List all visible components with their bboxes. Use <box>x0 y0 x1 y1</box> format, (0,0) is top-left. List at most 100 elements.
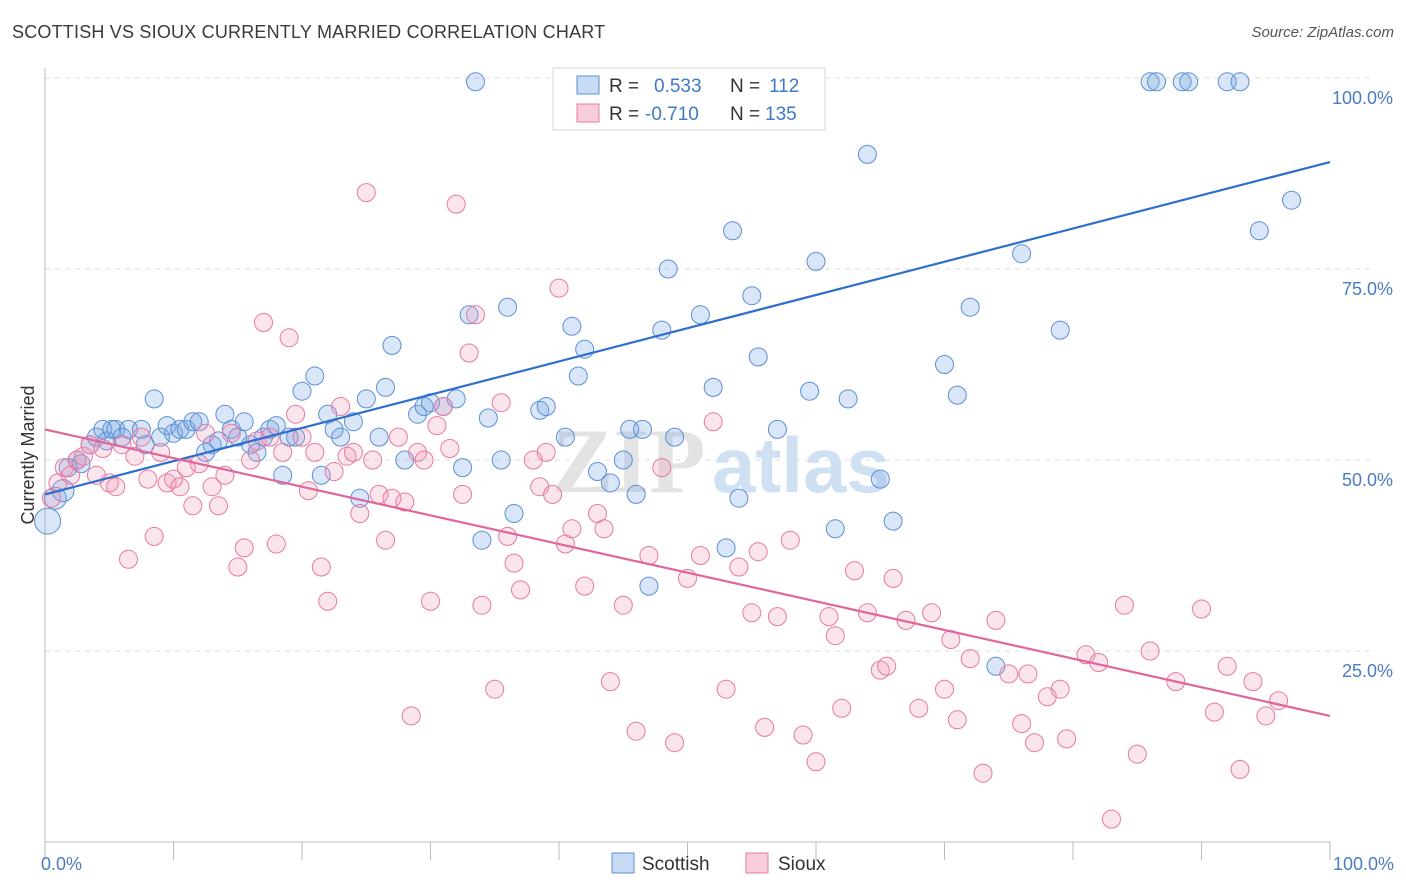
scottish-point <box>305 366 325 386</box>
sioux-point <box>266 534 286 554</box>
y-tick-label-100: 100.0% <box>1332 88 1393 108</box>
legend-bottom-swatch-scottish <box>611 852 635 874</box>
legend-n-label-1: N = <box>730 76 760 97</box>
scottish-point <box>568 366 588 386</box>
sioux-point <box>331 397 351 416</box>
sioux-point <box>845 561 864 581</box>
sioux-point <box>767 607 787 627</box>
sioux-point <box>748 542 768 562</box>
sioux-point <box>626 721 646 741</box>
sioux-point <box>221 423 241 443</box>
sioux-point <box>395 492 415 512</box>
scottish-point <box>960 297 980 317</box>
scottish-point <box>356 389 376 409</box>
sioux-point <box>350 504 370 523</box>
sioux-point <box>292 427 312 447</box>
sioux-point <box>742 603 762 623</box>
scottish-point <box>157 416 177 436</box>
scottish-point <box>382 335 402 355</box>
scottish-point <box>935 355 954 374</box>
sioux-point <box>999 664 1019 684</box>
scottish-point <box>626 484 646 504</box>
sioux-point <box>600 672 620 692</box>
x-tick-label-0: 0.0% <box>41 854 82 874</box>
legend-bottom: Scottish Sioux <box>611 852 826 875</box>
sioux-point <box>318 591 338 611</box>
sioux-point <box>356 183 376 203</box>
sioux-point <box>433 397 453 416</box>
sioux-point <box>343 442 363 462</box>
scottish-point <box>459 305 479 325</box>
sioux-point <box>279 328 299 348</box>
sioux-point <box>273 442 293 462</box>
scottish-point <box>748 347 768 367</box>
source-label: Source: ZipAtlas.com <box>1251 24 1394 41</box>
sioux-point <box>543 484 563 504</box>
scottish-point <box>658 259 678 279</box>
scottish-point <box>633 419 652 439</box>
scottish-point <box>1230 72 1250 92</box>
sioux-point <box>536 442 556 462</box>
scottish-point <box>536 397 556 416</box>
sioux-point <box>665 733 685 753</box>
sioux-point <box>183 496 203 516</box>
sioux-point <box>986 610 1006 630</box>
y-axis-label: Currently Married <box>18 385 38 524</box>
scottish-point <box>183 412 203 432</box>
sioux-point <box>613 595 633 615</box>
scottish-point <box>1172 72 1192 92</box>
sioux-point <box>196 423 216 443</box>
scottish-point <box>729 488 749 508</box>
sioux-point <box>511 580 530 600</box>
scottish-point <box>131 419 151 439</box>
watermark-zip: ZIP <box>552 410 705 512</box>
sioux-point <box>973 763 993 783</box>
legend-r-label-1: R = <box>609 76 639 97</box>
legend-n-value-2: 135 <box>765 104 797 125</box>
scottish-point <box>1050 320 1070 340</box>
sioux-point <box>806 752 826 772</box>
sioux-point <box>1243 672 1263 692</box>
scottish-point <box>1179 72 1199 92</box>
scottish-trend-line <box>44 160 1331 496</box>
sioux-point <box>414 450 434 470</box>
sioux-point <box>241 450 261 470</box>
scottish-point <box>234 412 254 432</box>
sioux-point <box>138 469 158 489</box>
scottish-point <box>742 286 762 306</box>
sioux-point <box>549 278 569 298</box>
legend-bottom-swatch-sioux <box>745 852 769 874</box>
scottish-point <box>34 507 62 535</box>
sioux-point <box>491 393 511 413</box>
scottish-point <box>260 419 280 439</box>
scottish-point <box>562 316 582 336</box>
sioux-point <box>935 679 954 699</box>
sioux-point <box>729 557 749 577</box>
sioux-point <box>1025 733 1044 753</box>
scottish-point <box>286 427 306 447</box>
legend-bottom-label-sioux: Sioux <box>778 854 826 875</box>
sioux-point <box>1102 809 1121 829</box>
sioux-point <box>305 442 325 462</box>
legend-swatch-sioux <box>576 103 600 123</box>
scottish-point <box>1140 72 1160 92</box>
sioux-point <box>202 477 222 497</box>
scottish-point <box>414 397 434 416</box>
legend-bottom-label-scottish: Scottish <box>642 854 710 875</box>
sioux-point <box>459 343 479 363</box>
sioux-point <box>703 412 723 432</box>
sioux-point <box>883 568 903 588</box>
sioux-point <box>832 698 852 718</box>
scottish-point <box>343 412 363 432</box>
sioux-point <box>119 549 138 569</box>
sioux-point <box>67 450 87 470</box>
sioux-point <box>337 446 357 466</box>
scottish-point <box>369 427 389 447</box>
scottish-point <box>947 385 967 405</box>
scottish-point <box>1249 221 1269 241</box>
watermark-atlas: atlas <box>712 421 890 509</box>
grid-lines <box>45 77 1370 652</box>
series-scottish <box>34 72 1301 676</box>
scottish-point <box>453 458 473 478</box>
x-tick-label-100: 100.0% <box>1333 854 1394 874</box>
